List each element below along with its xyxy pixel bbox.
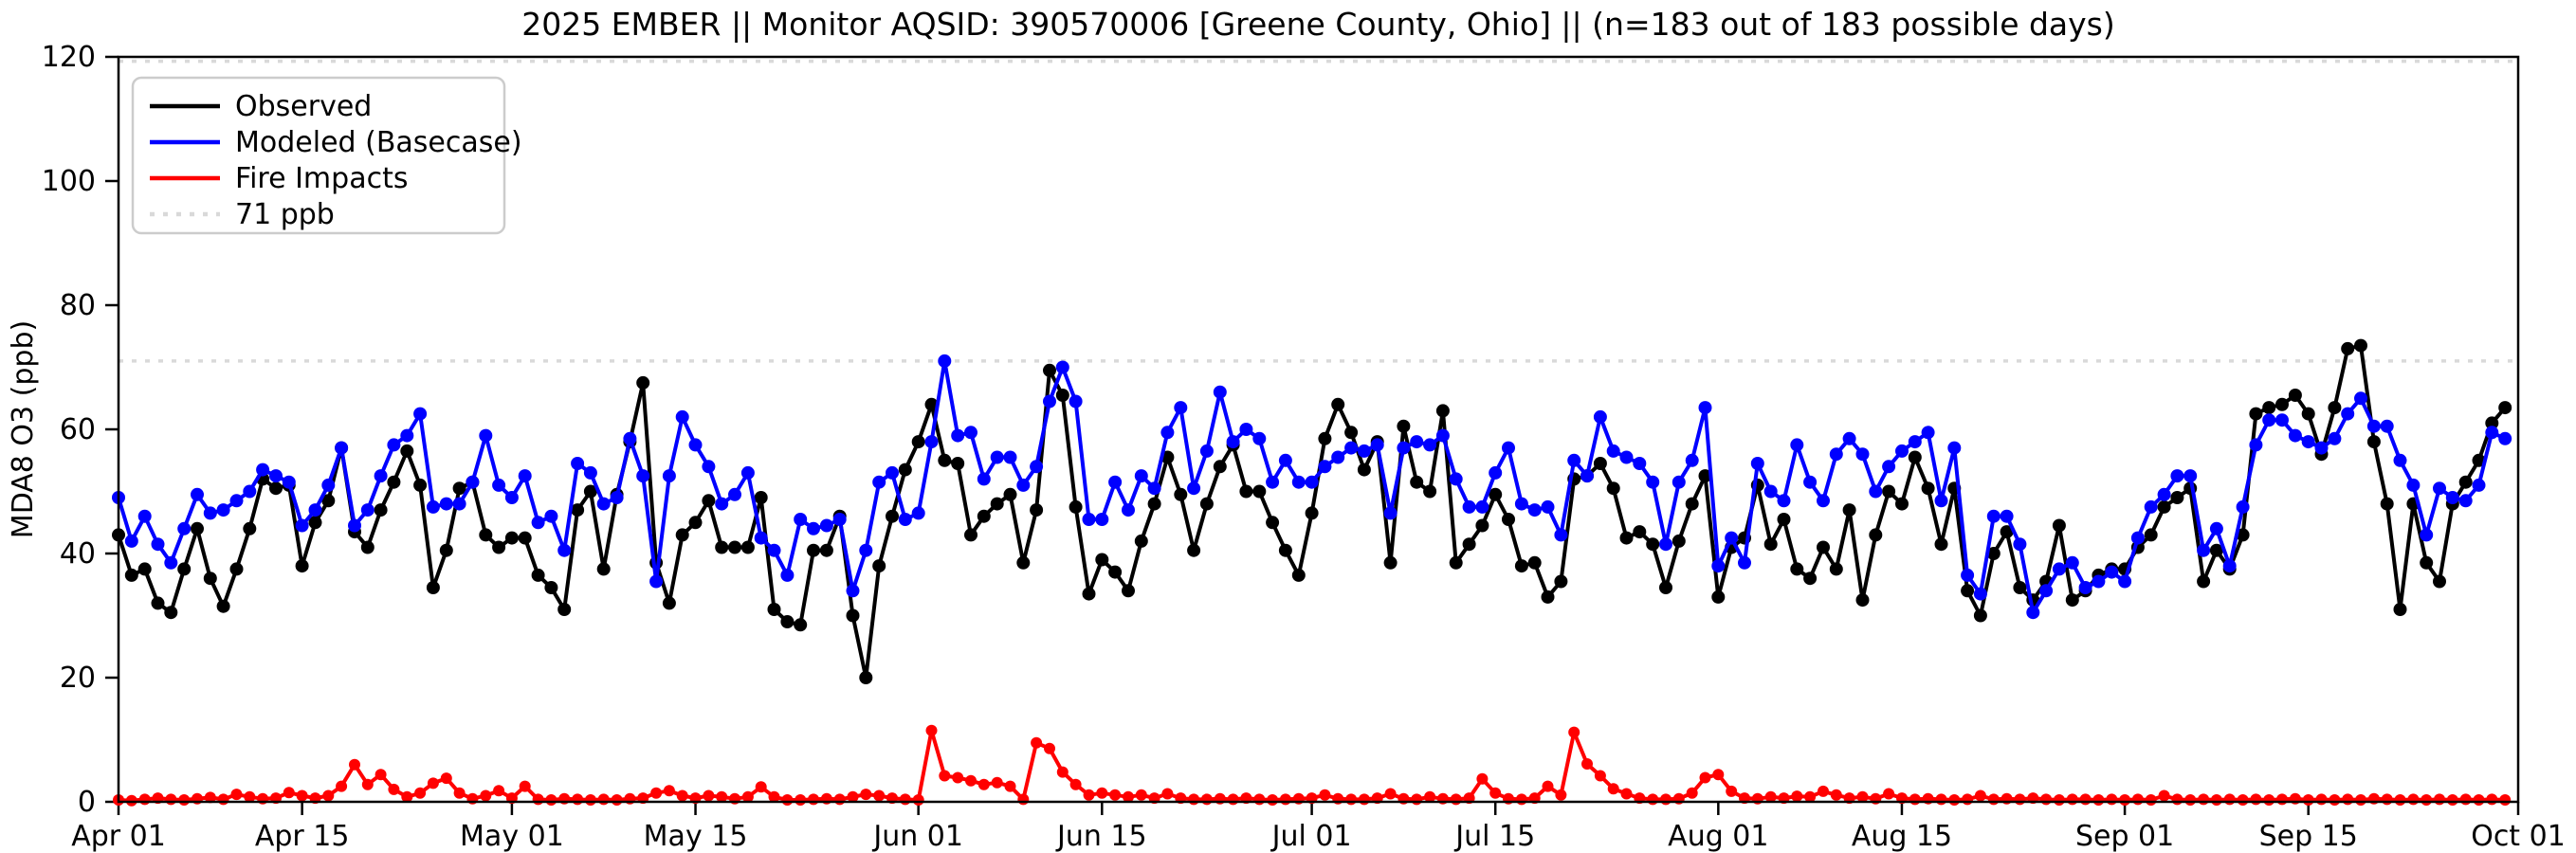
- svg-text:Sep 15: Sep 15: [2259, 820, 2358, 853]
- svg-text:Modeled (Basecase): Modeled (Basecase): [235, 126, 522, 159]
- svg-text:80: 80: [60, 289, 96, 322]
- svg-text:0: 0: [78, 786, 96, 819]
- svg-text:Jun 01: Jun 01: [871, 820, 963, 853]
- svg-text:Apr 01: Apr 01: [71, 820, 166, 853]
- svg-text:May 01: May 01: [460, 820, 564, 853]
- svg-text:Jul 15: Jul 15: [1453, 820, 1535, 853]
- svg-text:Oct 01: Oct 01: [2471, 820, 2566, 853]
- y-axis: 0 20 40 60 80 100 120 MDA8 O3 (ppb): [7, 41, 119, 819]
- x-axis: Apr 01 Apr 15 May 01 May 15 Jun 01 Jun 15 Jul …: [71, 802, 2566, 853]
- svg-text:120: 120: [42, 41, 96, 74]
- svg-text:May 15: May 15: [644, 820, 748, 853]
- svg-text:Aug 15: Aug 15: [1852, 820, 1952, 853]
- svg-text:Apr 15: Apr 15: [255, 820, 350, 853]
- svg-text:20: 20: [60, 662, 96, 695]
- svg-text:Sep 01: Sep 01: [2075, 820, 2174, 853]
- fire-impacts-series: [113, 724, 2512, 807]
- svg-text:71 ppb: 71 ppb: [235, 198, 335, 231]
- svg-text:Fire Impacts: Fire Impacts: [235, 162, 408, 195]
- svg-text:Jul 01: Jul 01: [1270, 820, 1352, 853]
- modeled-basecase-series: [112, 354, 2512, 620]
- svg-text:Aug 01: Aug 01: [1668, 820, 1768, 853]
- y-axis-label: MDA8 O3 (ppb): [7, 320, 40, 538]
- plot-frame: [117, 55, 2520, 804]
- svg-text:100: 100: [42, 165, 96, 198]
- svg-text:60: 60: [60, 413, 96, 446]
- chart-title: 2025 EMBER || Monitor AQSID: 390570006 […: [521, 6, 2115, 43]
- svg-text:Observed: Observed: [235, 90, 372, 123]
- svg-text:40: 40: [60, 537, 96, 571]
- svg-text:Jun 15: Jun 15: [1055, 820, 1147, 853]
